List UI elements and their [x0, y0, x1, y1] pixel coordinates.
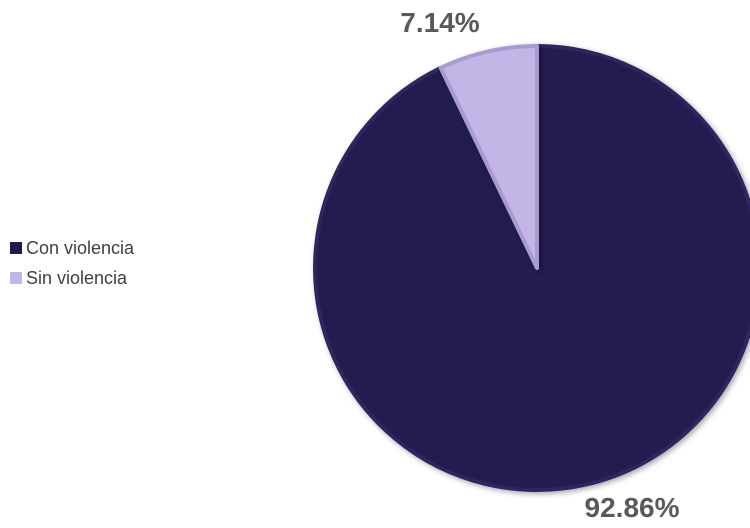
legend-item-con-violencia: Con violencia — [10, 236, 134, 260]
pie-slice-con-violencia — [313, 44, 750, 492]
legend: Con violencia Sin violencia — [10, 236, 134, 296]
pie-slices — [313, 44, 750, 492]
pie-data-labels: 92.86% 7.14% — [400, 7, 679, 523]
legend-label-con-violencia: Con violencia — [26, 237, 135, 258]
pie-slice-sin-violencia — [438, 44, 539, 270]
legend-swatch-sin-violencia — [10, 272, 22, 284]
legend-swatch-con-violencia — [10, 242, 22, 254]
legend-item-sin-violencia: Sin violencia — [10, 266, 134, 290]
data-label-sin-violencia: 7.14% — [400, 7, 479, 38]
legend-label-sin-violencia: Sin violencia — [26, 267, 128, 288]
data-label-con-violencia: 92.86% — [585, 492, 680, 523]
